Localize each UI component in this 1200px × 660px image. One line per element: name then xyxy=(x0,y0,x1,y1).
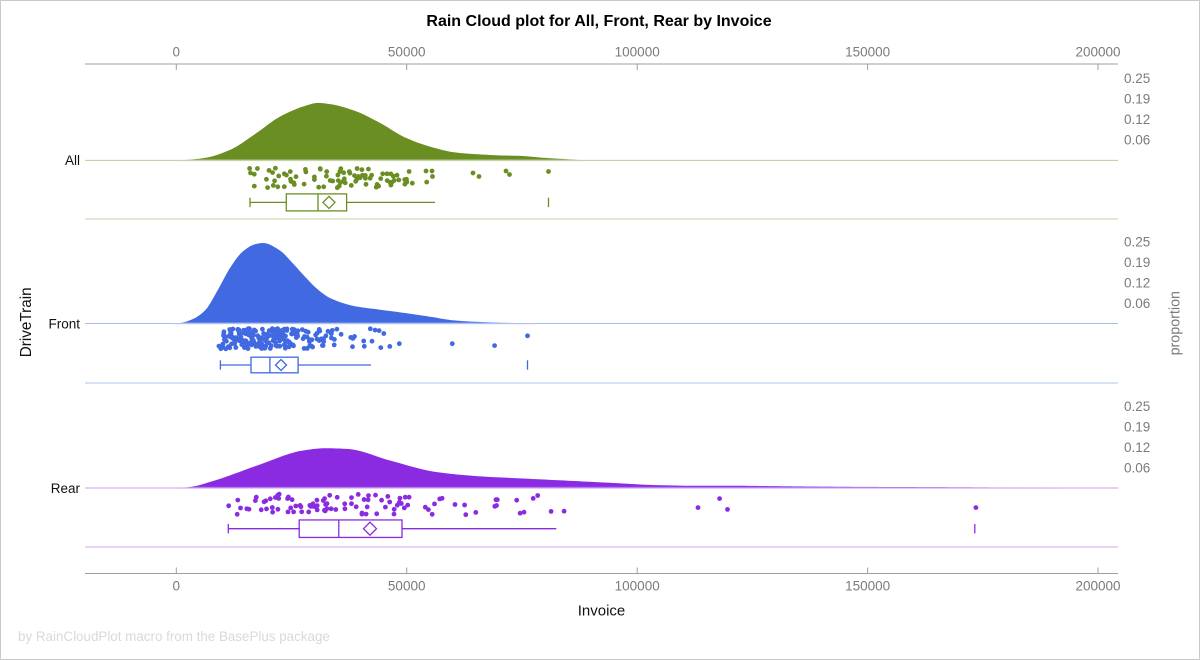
svg-text:Rear: Rear xyxy=(51,481,81,496)
svg-text:0.06: 0.06 xyxy=(1124,296,1150,311)
svg-text:0.12: 0.12 xyxy=(1124,275,1150,290)
svg-text:0.12: 0.12 xyxy=(1124,112,1150,127)
svg-text:0.19: 0.19 xyxy=(1124,419,1150,434)
svg-text:50000: 50000 xyxy=(388,579,426,594)
svg-text:proportion: proportion xyxy=(1167,291,1183,355)
svg-text:0.25: 0.25 xyxy=(1124,399,1150,414)
svg-text:150000: 150000 xyxy=(845,45,890,60)
svg-text:0.12: 0.12 xyxy=(1124,440,1150,455)
svg-text:0.06: 0.06 xyxy=(1124,133,1150,148)
svg-text:by RainCloudPlot macro from th: by RainCloudPlot macro from the BasePlus… xyxy=(18,629,330,644)
svg-text:50000: 50000 xyxy=(388,45,426,60)
svg-text:All: All xyxy=(65,153,80,168)
svg-text:0: 0 xyxy=(173,45,181,60)
svg-text:100000: 100000 xyxy=(615,579,660,594)
svg-text:DriveTrain: DriveTrain xyxy=(18,287,35,357)
svg-text:200000: 200000 xyxy=(1075,45,1120,60)
svg-text:200000: 200000 xyxy=(1075,579,1120,594)
svg-text:100000: 100000 xyxy=(615,45,660,60)
svg-text:0.06: 0.06 xyxy=(1124,460,1150,475)
svg-text:0.19: 0.19 xyxy=(1124,92,1150,107)
svg-text:0.19: 0.19 xyxy=(1124,255,1150,270)
svg-text:Invoice: Invoice xyxy=(578,603,626,620)
svg-text:Rain Cloud plot for All, Front: Rain Cloud plot for All, Front, Rear by … xyxy=(426,13,771,30)
svg-text:Front: Front xyxy=(48,316,80,331)
svg-text:0.25: 0.25 xyxy=(1124,234,1150,249)
svg-text:0: 0 xyxy=(173,579,181,594)
svg-text:150000: 150000 xyxy=(845,579,890,594)
svg-text:0.25: 0.25 xyxy=(1124,71,1150,86)
